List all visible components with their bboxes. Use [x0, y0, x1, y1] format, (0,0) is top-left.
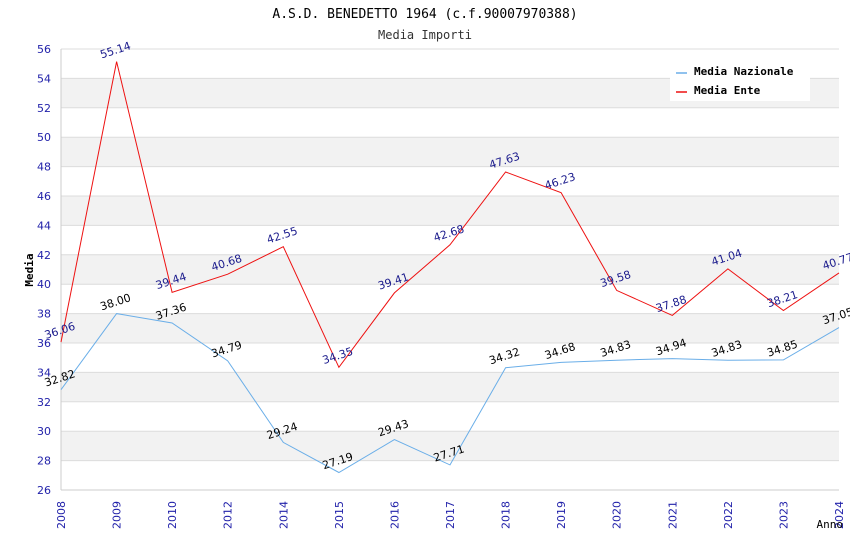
grid-band: [61, 196, 839, 226]
x-tick-label: 2017: [444, 501, 457, 529]
x-axis: 2008 2009 2010 2012 2014 2015 2016 2017 2018 2019…: [55, 501, 846, 529]
y-tick-label: 30: [37, 425, 51, 438]
y-axis-label: Media: [23, 253, 36, 286]
y-tick-label: 36: [37, 337, 51, 350]
legend-box: [670, 61, 810, 101]
x-tick-label: 2018: [500, 501, 513, 529]
y-tick-label: 52: [37, 102, 51, 115]
y-tick-label: 28: [37, 455, 51, 468]
x-tick-label: 2010: [166, 501, 179, 529]
x-tick-label: 2020: [611, 501, 624, 529]
y-tick-label: 26: [37, 484, 51, 497]
x-tick-label: 2016: [388, 501, 401, 529]
grid-band: [61, 343, 839, 373]
plot-background: [60, 48, 839, 491]
x-tick-label: 2022: [722, 501, 735, 529]
grid-band: [61, 401, 839, 432]
chart-title: A.S.D. BENEDETTO 1964 (c.f.90007970388): [272, 7, 577, 22]
y-tick-label: 50: [37, 131, 51, 144]
x-tick-label: 2009: [111, 501, 124, 529]
y-tick-label: 46: [37, 190, 51, 203]
grid-band: [61, 137, 839, 167]
x-tick-label: 2024: [833, 501, 846, 529]
chart-subtitle: Media Importi: [378, 28, 472, 42]
y-axis: 26 28 30 32 34 36 38 40 42 44 46 48 50 52 54 56: [37, 43, 51, 497]
x-tick-label: 2023: [777, 501, 790, 529]
grid-band: [61, 254, 839, 285]
grid-band: [61, 431, 839, 461]
x-tick-label: 2019: [555, 501, 568, 529]
x-tick-label: 2015: [333, 501, 346, 529]
grid-band: [61, 460, 839, 490]
y-tick-label: 40: [37, 278, 51, 291]
grid-band: [61, 166, 839, 196]
series-group: [60, 61, 840, 474]
grid-band: [61, 313, 839, 343]
y-tick-label: 54: [37, 72, 51, 85]
y-tick-label: 44: [37, 219, 51, 232]
grid-band: [61, 284, 839, 314]
y-tick-label: 38: [37, 308, 51, 321]
x-tick-label: 2008: [55, 501, 68, 529]
grid-band: [61, 107, 839, 138]
x-tick-label: 2021: [666, 501, 679, 529]
legend-label-ente: Media Ente: [694, 84, 761, 97]
y-tick-label: 48: [37, 161, 51, 174]
y-tick-label: 42: [37, 249, 51, 262]
series-line-ente: [60, 61, 840, 369]
x-tick-label: 2014: [277, 501, 290, 529]
x-axis-label: Anno: [817, 518, 844, 531]
y-tick-label: 34: [37, 366, 51, 379]
grid-band: [61, 225, 839, 255]
legend: Media Nazionale Media Ente: [670, 61, 810, 101]
grid-band: [61, 372, 839, 402]
x-tick-label: 2012: [222, 501, 235, 529]
y-tick-label: 32: [37, 396, 51, 409]
y-tick-label: 56: [37, 43, 51, 56]
legend-label-nazionale: Media Nazionale: [694, 65, 794, 78]
series-line-nazionale: [60, 313, 840, 474]
